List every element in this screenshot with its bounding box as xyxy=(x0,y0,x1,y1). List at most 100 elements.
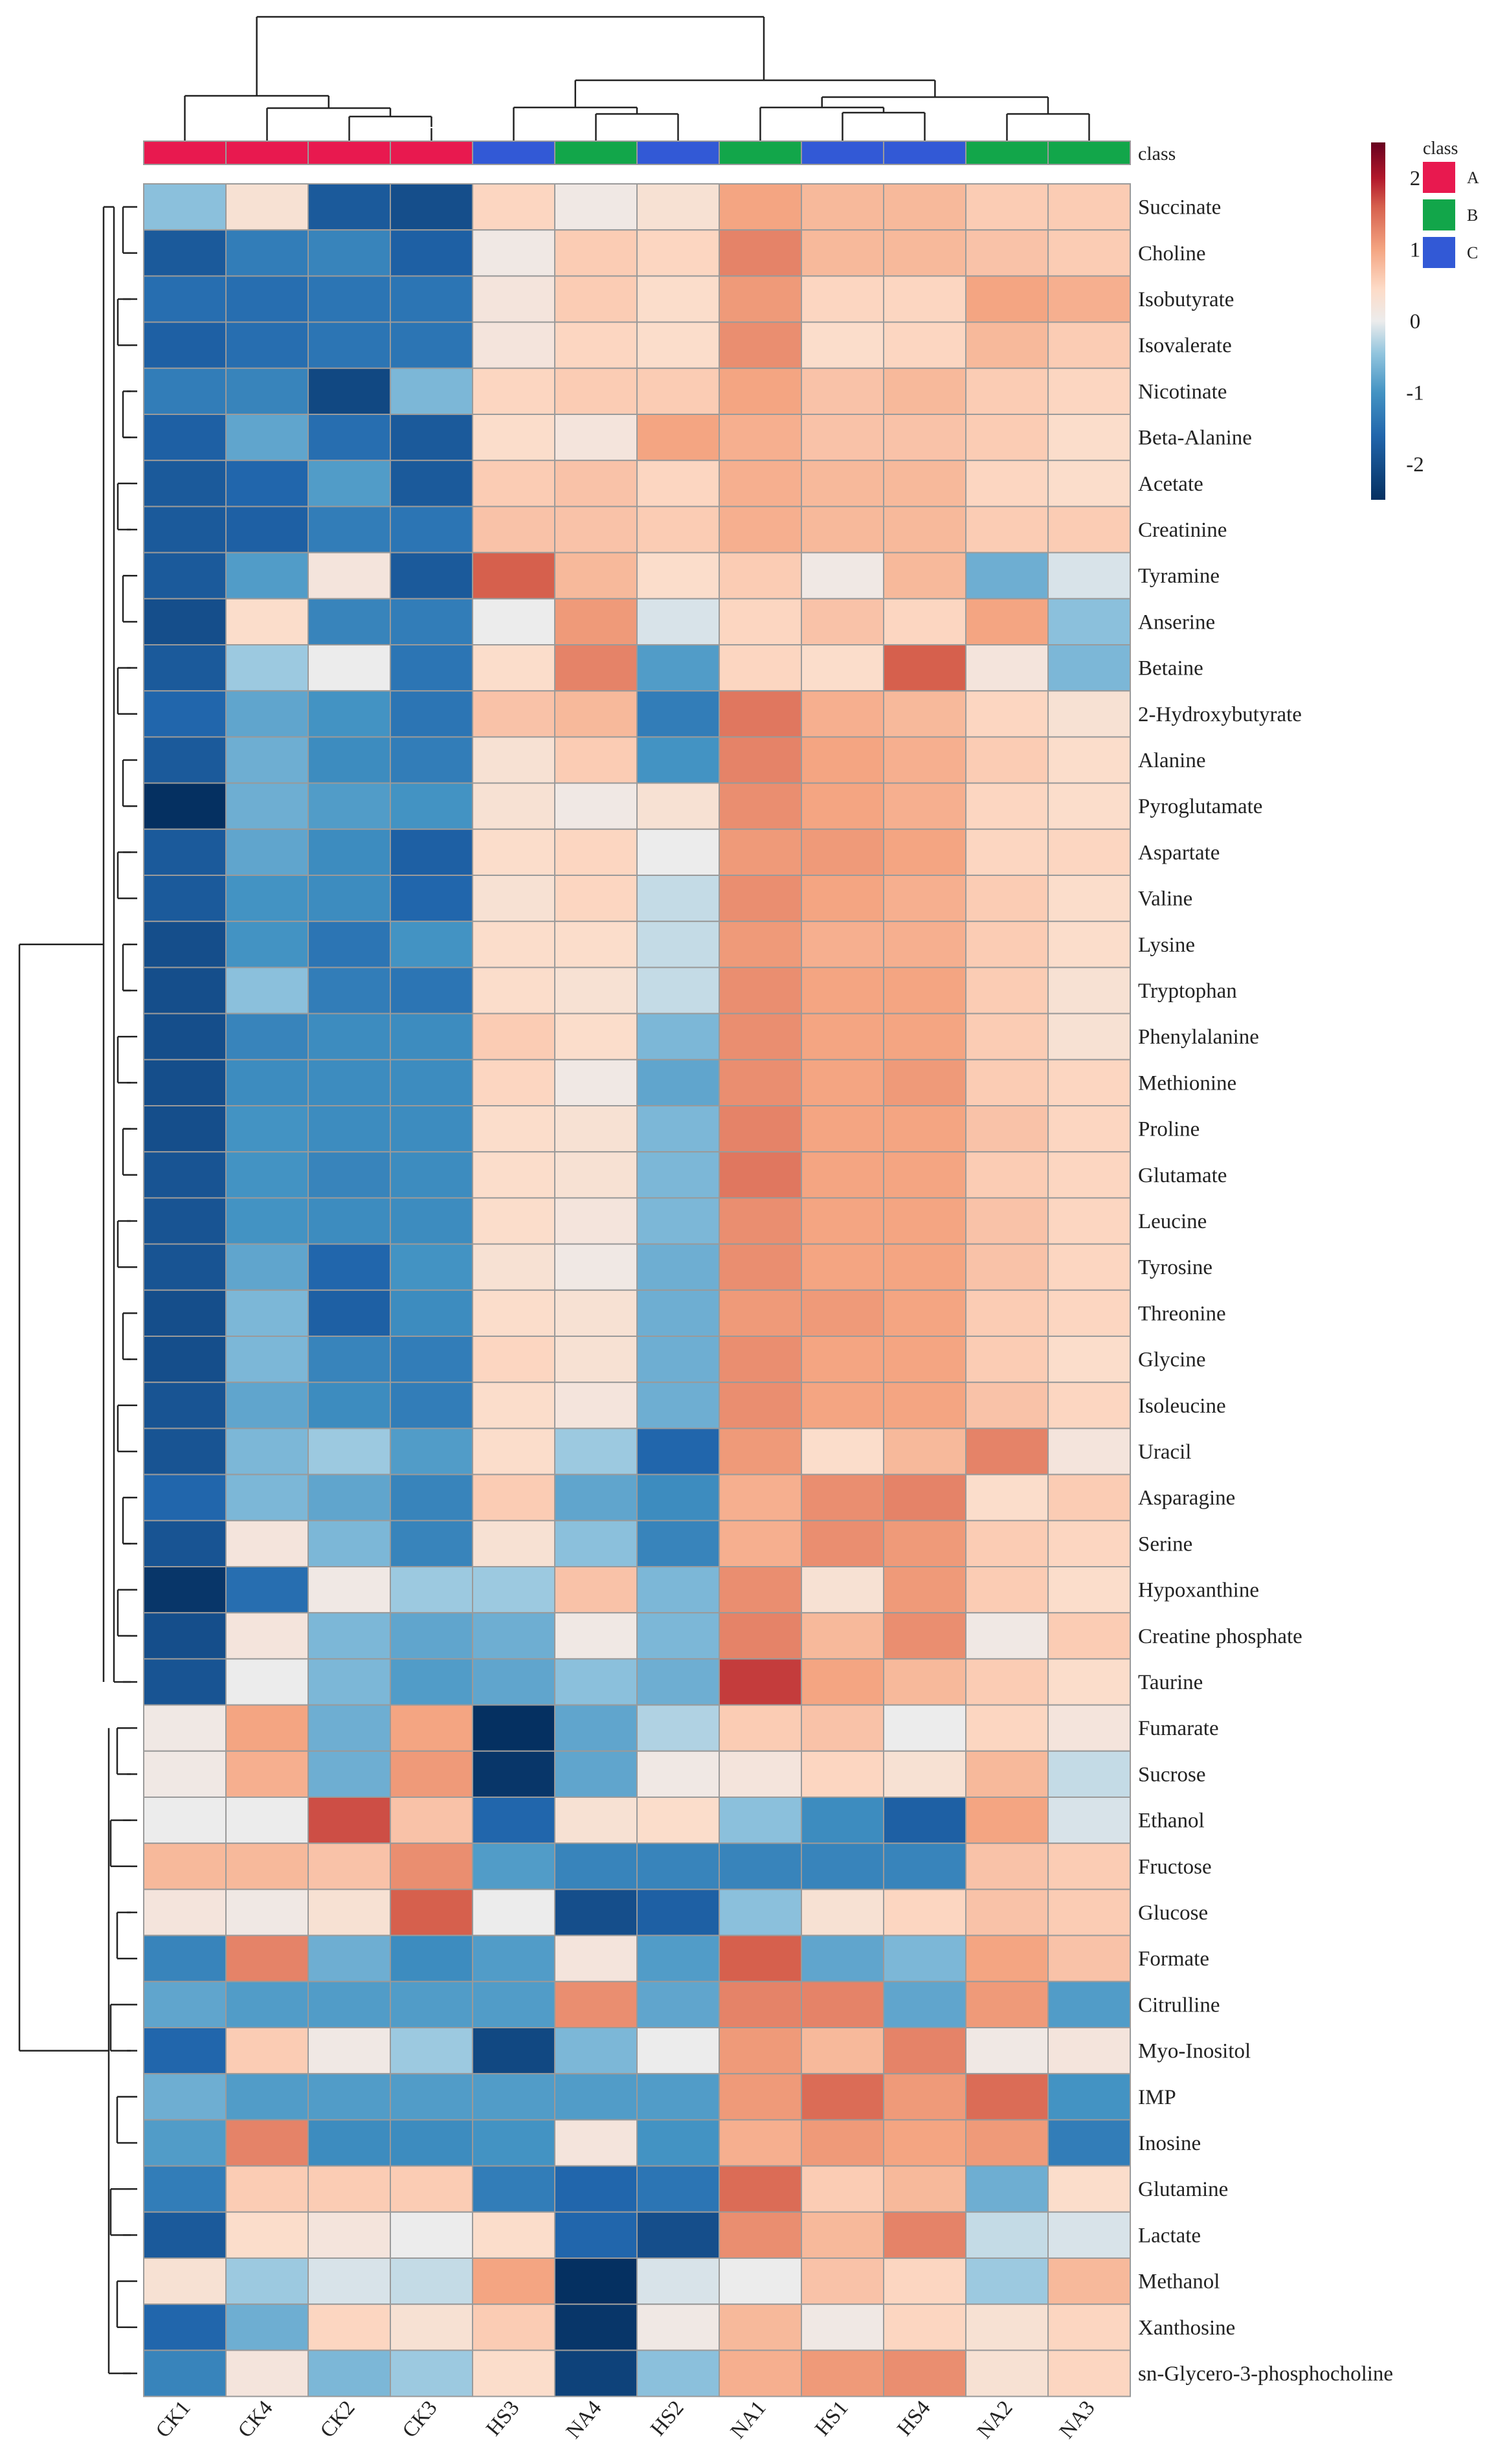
heatmap-cell xyxy=(307,183,391,231)
class-bar-cell xyxy=(472,140,555,165)
heatmap-cell xyxy=(965,1842,1049,1890)
heatmap-cell xyxy=(719,1888,802,1936)
heatmap-cell xyxy=(390,598,473,645)
heatmap-cell xyxy=(883,1519,966,1568)
heatmap-cell xyxy=(636,644,720,692)
heatmap-cell xyxy=(307,690,391,738)
heatmap-cell xyxy=(554,2027,638,2075)
heatmap-cell xyxy=(1047,828,1131,877)
heatmap-cell xyxy=(225,2349,309,2397)
heatmap-cell xyxy=(719,183,802,231)
heatmap-cell xyxy=(307,1797,391,1844)
heatmap-cell xyxy=(719,1336,802,1383)
class-bar-cell xyxy=(307,140,391,165)
heatmap-cell xyxy=(965,1105,1049,1153)
heatmap-cell xyxy=(225,183,309,231)
heatmap-cell xyxy=(390,2165,473,2213)
heatmap-cell xyxy=(390,1519,473,1568)
heatmap-cell xyxy=(554,2073,638,2121)
heatmap-cell xyxy=(719,1704,802,1752)
heatmap-cell xyxy=(143,1797,227,1844)
heatmap-cell xyxy=(143,229,227,277)
color-scale-tick: -1 xyxy=(1406,381,1424,405)
heatmap-cell xyxy=(636,782,720,830)
heatmap-cell xyxy=(390,552,473,599)
class-bar-cell xyxy=(801,140,884,165)
class-bar-cell xyxy=(554,140,638,165)
heatmap-cell xyxy=(390,1980,473,2029)
heatmap-cell xyxy=(1047,2303,1131,2351)
heatmap-cell xyxy=(472,921,555,969)
heatmap-cell xyxy=(1047,2257,1131,2305)
heatmap-cell xyxy=(636,1519,720,1568)
heatmap-cell xyxy=(719,2303,802,2351)
heatmap-cell xyxy=(1047,1797,1131,1844)
heatmap-cell xyxy=(719,2119,802,2167)
heatmap-cell xyxy=(636,1473,720,1521)
heatmap-cell xyxy=(143,2349,227,2397)
heatmap-cell xyxy=(1047,1842,1131,1890)
heatmap-cell xyxy=(719,1382,802,1429)
heatmap-cell xyxy=(719,1612,802,1660)
heatmap-cell xyxy=(225,1750,309,1798)
heatmap-cell xyxy=(472,1519,555,1568)
heatmap-cell xyxy=(636,1842,720,1890)
heatmap-cell xyxy=(883,1013,966,1060)
heatmap-cell xyxy=(472,321,555,369)
heatmap-cell xyxy=(472,598,555,645)
heatmap-cell xyxy=(390,967,473,1014)
heatmap-cell xyxy=(554,1473,638,1521)
heatmap-cell xyxy=(143,1105,227,1153)
heatmap-cell xyxy=(801,1888,884,1936)
heatmap-cell xyxy=(1047,321,1131,369)
metabolite-label: Fumarate xyxy=(1138,1717,1219,1740)
heatmap-cell xyxy=(554,1658,638,1706)
heatmap-cell xyxy=(225,1243,309,1291)
heatmap-cell xyxy=(965,1243,1049,1291)
metabolite-label: Pyroglutamate xyxy=(1138,795,1262,818)
heatmap-cell xyxy=(965,644,1049,692)
class-bar-cell xyxy=(965,140,1049,165)
heatmap-cell xyxy=(801,1934,884,1982)
heatmap-cell xyxy=(965,1658,1049,1706)
metabolite-label: Betaine xyxy=(1138,657,1203,680)
heatmap-cell xyxy=(472,367,555,415)
heatmap-cell xyxy=(1047,690,1131,738)
sample-label: HS3 xyxy=(482,2397,524,2441)
metabolite-label: Xanthosine xyxy=(1138,2316,1235,2340)
heatmap-cell xyxy=(883,1151,966,1199)
heatmap-cell xyxy=(307,2073,391,2121)
heatmap-cell xyxy=(472,875,555,923)
heatmap-cell xyxy=(1047,1058,1131,1107)
heatmap-cell xyxy=(719,1658,802,1706)
heatmap-cell xyxy=(143,1566,227,1614)
heatmap-cell xyxy=(719,229,802,277)
heatmap-cell xyxy=(225,2165,309,2213)
heatmap-cell xyxy=(143,690,227,738)
metabolite-label: Lysine xyxy=(1138,934,1195,957)
heatmap-cell xyxy=(472,229,555,277)
heatmap-cell xyxy=(472,183,555,231)
heatmap-cell xyxy=(883,598,966,645)
heatmap-cell xyxy=(719,875,802,923)
color-scale-bar xyxy=(1371,142,1385,500)
class-annotation-label: class xyxy=(1138,143,1176,164)
heatmap-cell xyxy=(390,875,473,923)
heatmap-cell xyxy=(390,1797,473,1844)
heatmap-cell xyxy=(472,1428,555,1475)
heatmap-cell xyxy=(225,552,309,599)
heatmap-cell xyxy=(225,2211,309,2259)
heatmap-cell xyxy=(883,875,966,923)
heatmap-cell xyxy=(554,1842,638,1890)
heatmap-cell xyxy=(965,1566,1049,1614)
heatmap-cell xyxy=(225,875,309,923)
heatmap-cell xyxy=(143,1980,227,2029)
heatmap-cell xyxy=(883,414,966,462)
heatmap-cell xyxy=(554,2165,638,2213)
heatmap-cell xyxy=(307,1197,391,1245)
heatmap-cell xyxy=(554,736,638,784)
heatmap-cell xyxy=(390,828,473,877)
metabolite-label: Beta-Alanine xyxy=(1138,427,1252,450)
sample-label: NA1 xyxy=(726,2397,771,2443)
metabolite-label: Ethanol xyxy=(1138,1809,1205,1833)
